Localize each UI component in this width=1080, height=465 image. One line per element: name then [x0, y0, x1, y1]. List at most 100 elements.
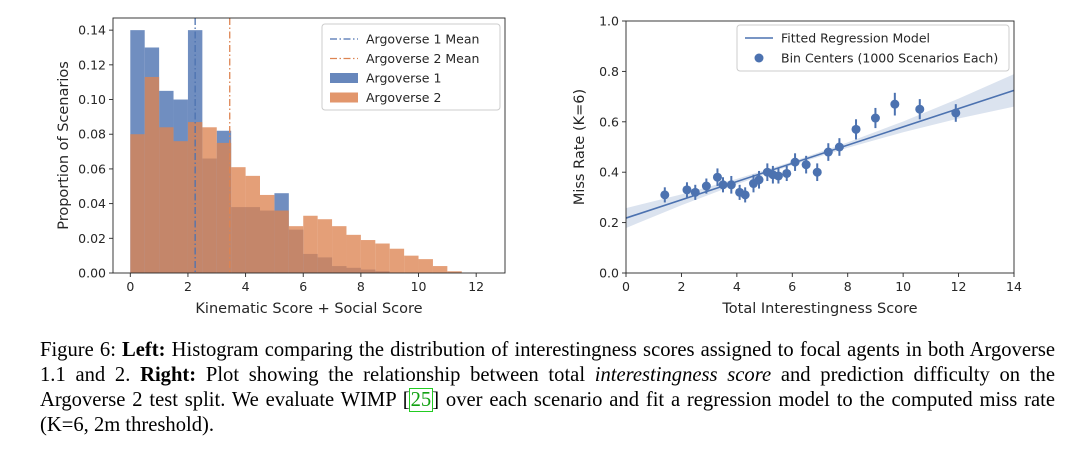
legend: Argoverse 1 Mean Argoverse 2 Mean Argovers…	[321, 23, 501, 111]
legend-label: Fitted Regression Model	[781, 31, 930, 46]
point-marker	[851, 124, 861, 134]
histogram-bar	[447, 271, 462, 273]
x-tick-label: 2	[677, 279, 685, 294]
histogram-bar	[245, 175, 260, 273]
point-marker	[682, 185, 692, 195]
plot-frame	[112, 17, 506, 274]
y-tick-label: 0.04	[78, 196, 106, 211]
point-marker	[726, 180, 736, 190]
y-axis-label: Proportion of Scenarios	[56, 61, 72, 230]
x-tick-label: 14	[1006, 279, 1022, 294]
point-marker	[812, 167, 822, 177]
legend-patch-swatch	[330, 92, 358, 103]
histogram-bar	[130, 134, 145, 273]
x-tick-label: 10	[411, 279, 427, 294]
citation-link[interactable]: 25	[408, 388, 434, 412]
histogram-bar	[144, 76, 160, 274]
legend-box	[321, 23, 501, 111]
data-point	[754, 170, 764, 189]
histogram-bar	[404, 255, 419, 273]
histogram-bar	[260, 194, 275, 273]
legend: Fitted Regression Model Bin Centers (1000…	[736, 24, 1010, 72]
histogram-bar	[346, 234, 361, 273]
point-marker	[660, 190, 670, 200]
point-marker	[915, 104, 925, 114]
data-point	[812, 163, 822, 182]
x-axis-label: Kinematic Score + Social Score	[195, 301, 422, 317]
caption-right-text-3: over each scenario and fit a regression …	[40, 389, 1055, 436]
caption-italic-term: interestingness score	[594, 364, 772, 386]
legend-label: Argoverse 1	[366, 71, 441, 86]
x-tick-label: 0	[622, 279, 630, 294]
regression-line	[625, 89, 1015, 219]
regression-chart: 0 2 4 6 8 10 12 14 0.0 0.2 0.4 0.6 0.8 1.0 Total Inter…	[572, 14, 1022, 318]
y-tick-label: 0.10	[78, 92, 106, 107]
y-tick-label: 0.02	[78, 231, 106, 246]
data-point	[915, 99, 925, 120]
data-point	[712, 168, 722, 187]
data-point	[782, 165, 792, 182]
data-point	[740, 187, 750, 203]
x-tick-label: 6	[299, 279, 307, 294]
point-marker	[823, 147, 833, 157]
data-point	[823, 143, 833, 161]
x-tick-label: 12	[951, 279, 967, 294]
data-point	[701, 178, 711, 194]
point-marker	[782, 168, 792, 178]
y-axis-label: Miss Rate (K=6)	[572, 89, 588, 205]
caption-left-text: Histogram comparing the distribution of …	[40, 339, 1055, 386]
y-tick-label: 0.8	[599, 64, 619, 79]
histogram-bar	[432, 266, 448, 273]
histogram-bar	[360, 240, 376, 273]
caption-right-text-1: Plot showing the relationship between to…	[205, 364, 586, 386]
caption-right-heading: Right:	[140, 364, 197, 386]
histogram-bar	[317, 219, 333, 273]
histogram-bar	[389, 248, 405, 273]
data-point	[690, 184, 700, 200]
histogram-bar	[216, 142, 232, 273]
point-marker	[754, 175, 764, 185]
data-point	[851, 119, 861, 140]
y-tick-label: 0.06	[78, 161, 106, 176]
y-tick-label: 0.2	[599, 215, 619, 230]
point-marker	[701, 181, 711, 191]
x-tick-label: 2	[184, 279, 192, 294]
histogram-bar	[274, 210, 289, 273]
legend-patch-swatch	[330, 73, 358, 83]
histogram-bar	[202, 127, 217, 274]
legend-label: Argoverse 1 Mean	[366, 32, 479, 47]
legend-label: Argoverse 2	[366, 90, 441, 105]
x-axis-label: Total Interestingness Score	[721, 301, 917, 317]
point-marker	[690, 187, 700, 197]
histogram-bar	[231, 167, 246, 273]
figure-caption: Figure 6: Left: Histogram comparing the …	[40, 339, 1055, 436]
histogram-bar	[159, 127, 174, 274]
x-tick-label: 12	[468, 279, 484, 294]
legend-label: Argoverse 2 Mean	[366, 51, 479, 66]
y-tick-label: 0.6	[599, 114, 619, 129]
legend-box	[736, 24, 1010, 72]
data-point	[870, 107, 880, 129]
histogram-bar	[375, 243, 390, 273]
histogram-bar	[288, 226, 304, 273]
y-tick-label: 0.12	[78, 57, 106, 72]
legend-label: Bin Centers (1000 Scenarios Each)	[781, 51, 998, 66]
y-tick-label: 0.08	[78, 127, 106, 142]
caption-left-heading: Left:	[122, 339, 166, 361]
y-tick-label: 0.00	[78, 266, 106, 281]
legend-marker-swatch	[754, 53, 764, 63]
point-marker	[834, 142, 844, 152]
data-point	[682, 182, 692, 198]
point-marker	[718, 180, 728, 190]
point-marker	[712, 172, 722, 182]
point-marker	[740, 190, 750, 200]
x-tick-label: 8	[844, 279, 852, 294]
data-point	[890, 92, 900, 116]
plot-frame	[625, 20, 1015, 274]
histogram-bar	[303, 215, 318, 273]
histogram-bar	[173, 141, 188, 273]
y-tick-label: 1.0	[599, 14, 619, 29]
caption-label: Figure 6:	[40, 339, 116, 361]
histogram-bar	[332, 226, 347, 273]
x-tick-label: 4	[242, 279, 250, 294]
